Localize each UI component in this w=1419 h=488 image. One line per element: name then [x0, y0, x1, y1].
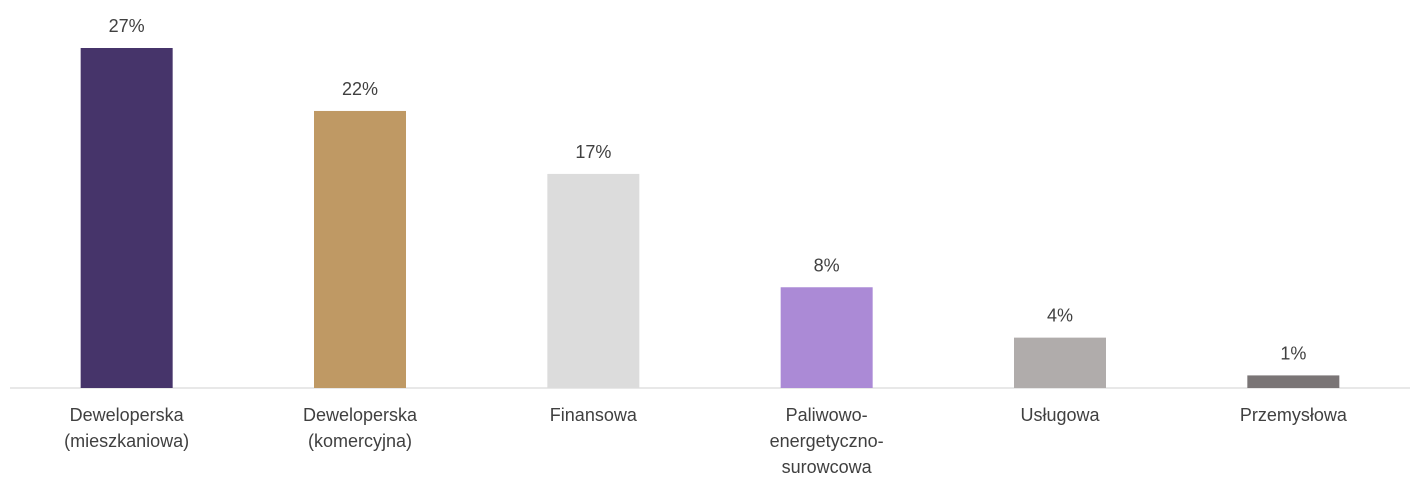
value-label: 22%: [342, 79, 378, 99]
value-label: 27%: [109, 16, 145, 36]
bar: [547, 173, 640, 388]
bar: [1247, 375, 1340, 388]
value-label: 17%: [575, 142, 611, 162]
x-tick-label: Deweloperska (komercyjna): [302, 405, 418, 451]
bar: [780, 287, 873, 388]
bar: [314, 110, 406, 389]
x-tick-label: Przemysłowa: [1239, 405, 1347, 425]
x-tick-label: Paliwowo-energetyczno-surowcowa: [769, 405, 884, 477]
x-tick-label: Finansowa: [549, 405, 637, 425]
bar: [80, 48, 173, 388]
x-tick-label: Usługowa: [1020, 405, 1100, 425]
value-label: 8%: [814, 255, 840, 275]
value-label: 1%: [1280, 343, 1306, 363]
value-label: 4%: [1047, 306, 1073, 326]
bar: [1014, 337, 1106, 388]
x-tick-label: Deweloperska (mieszkaniowa): [64, 405, 190, 451]
